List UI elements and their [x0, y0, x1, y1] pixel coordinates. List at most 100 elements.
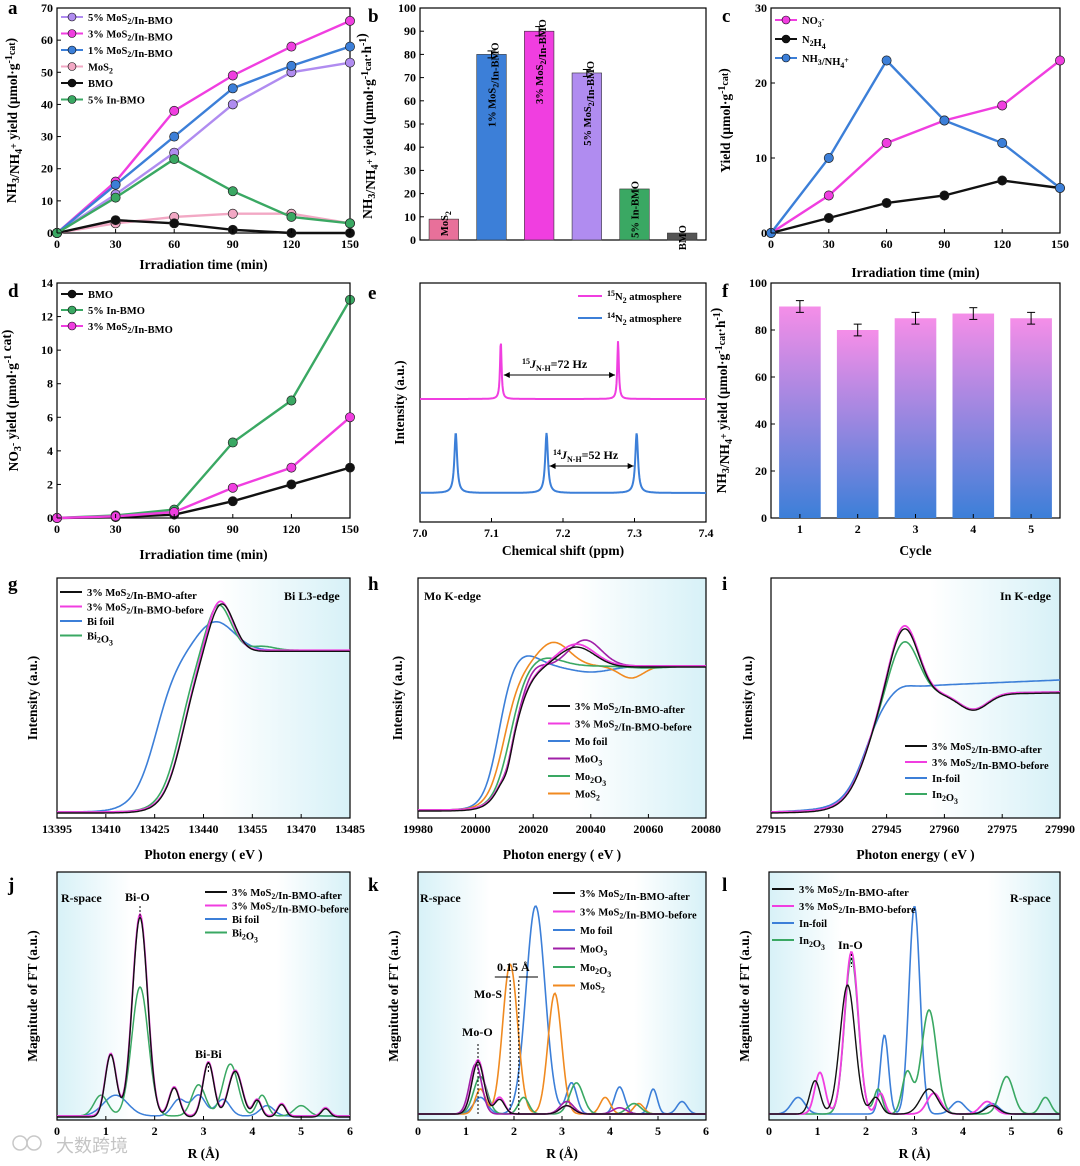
data-point [881, 198, 892, 208]
text-span: -1 [358, 38, 369, 46]
x-tick-label: 120 [282, 237, 300, 251]
plot-area [419, 282, 707, 523]
curve-before [418, 643, 706, 811]
subscript: 2 [619, 893, 623, 902]
series-line [56, 416, 351, 520]
text-span: 3% MoS [87, 588, 127, 599]
subscript: 2 [838, 906, 842, 915]
x-tick-label: 7.0 [413, 526, 428, 540]
subscript: 2 [619, 912, 623, 921]
data-point [997, 138, 1008, 148]
legend-marker [781, 53, 791, 63]
subscript: 2 [596, 794, 600, 803]
legend-label: Mo2O3 [575, 772, 606, 788]
arrow-head [549, 463, 556, 469]
x-tick-label: 1 [103, 1124, 109, 1138]
text-span: MoS [440, 215, 451, 236]
text-span: yield (μmol·g [5, 63, 20, 143]
legend-marker [781, 15, 791, 25]
y-tick-label: 40 [404, 140, 416, 154]
y-tick-label: 4 [47, 444, 53, 458]
data-point [227, 186, 238, 197]
subscript: 2 [242, 933, 246, 942]
superscript: 14 [553, 448, 561, 457]
chart-title: R-space [61, 891, 102, 905]
peak-label: Bi-O [125, 890, 150, 904]
text-span: yield (μmol·g [4, 363, 19, 443]
subscript: 2 [127, 34, 131, 43]
text-span: R-space [1010, 891, 1051, 905]
text-span: /In-BMO [491, 42, 502, 84]
curve-after [57, 603, 350, 814]
text-span: 3 [13, 446, 24, 451]
x-tick-label: 13485 [335, 822, 365, 836]
plot-area [56, 577, 351, 819]
watermark-logo [12, 1135, 28, 1151]
y-tick-label: 30 [755, 1, 767, 15]
text-span: ) [354, 33, 369, 38]
y-tick-label: 40 [41, 97, 53, 111]
data-point [227, 83, 238, 94]
text-span: 1% MoS [88, 46, 128, 57]
text-span: 5% MoS [88, 13, 128, 24]
bar-category-label: BMO [678, 225, 689, 250]
series-line [770, 58, 1061, 234]
y-tick-label: 10 [41, 343, 53, 357]
x-tick-label: 20080 [691, 822, 721, 836]
chart-title: In K-edge [1000, 589, 1052, 603]
data-point [345, 57, 355, 68]
text-span: =72 Hz [551, 357, 588, 371]
x-tick-label: 13410 [91, 822, 121, 836]
legend-marker [67, 305, 77, 315]
subscript: 2 [942, 794, 946, 803]
plot-area [419, 7, 707, 241]
subscript: 2 [590, 776, 594, 785]
text-span: ·h [359, 46, 374, 59]
x-tick-label: 150 [341, 237, 359, 251]
text-span: N [615, 314, 623, 325]
subscript: 3 [598, 759, 602, 768]
legend-label: 3% MoS2/In-BMO-after [232, 888, 342, 902]
x-tick-label: 7.2 [556, 526, 571, 540]
text-span: /In-BMO-before [617, 723, 692, 734]
text-span: MoS [575, 790, 596, 801]
subscript: N-H [536, 364, 551, 373]
x-tick-label: 1 [463, 1124, 469, 1138]
text-span: cat [7, 42, 18, 55]
text-span: -1 [717, 86, 728, 94]
x-tick-label: 60 [168, 237, 180, 251]
legend-label: 3% MoS2/In-BMO-before [580, 908, 697, 922]
plot-area [56, 7, 351, 234]
curve-before [771, 624, 1060, 813]
legend-label: 3% MoS2/In-BMO-before [575, 720, 692, 734]
chart-title: R-space [1010, 891, 1051, 905]
x-tick-label: 13395 [42, 822, 72, 836]
text-span: ) [3, 38, 18, 43]
subscript: 2 [271, 906, 275, 915]
text-span: 3% MoS [799, 885, 839, 896]
subscript: 2 [838, 889, 842, 898]
text-span: Bi L3-edge [284, 589, 340, 603]
text-span: 3% MoS [580, 889, 620, 900]
subscript: 2 [614, 724, 618, 733]
subscript: 3 [954, 797, 958, 806]
watermark: 大数跨境 [12, 1135, 128, 1156]
y-axis-label: Intensity (a.u.) [25, 656, 40, 740]
legend-label: 1% MoS2/In-BMO [88, 46, 173, 60]
subscript: 2 [109, 67, 113, 76]
x-axis-label: Chemical shift (ppm) [502, 543, 624, 558]
text-span: -1 [712, 312, 723, 320]
x-tick-label: 20020 [518, 822, 548, 836]
x-tick-label: 3 [912, 1124, 918, 1138]
text-span: + [9, 143, 20, 149]
text-span: 3% MoS [580, 908, 620, 919]
legend-label: In2O3 [799, 936, 825, 952]
plot-area [417, 871, 707, 1121]
superscript: - [822, 15, 825, 24]
series-line [56, 61, 351, 235]
curve-in-foil [770, 679, 1060, 813]
legend-label: Bi foil [232, 915, 259, 926]
